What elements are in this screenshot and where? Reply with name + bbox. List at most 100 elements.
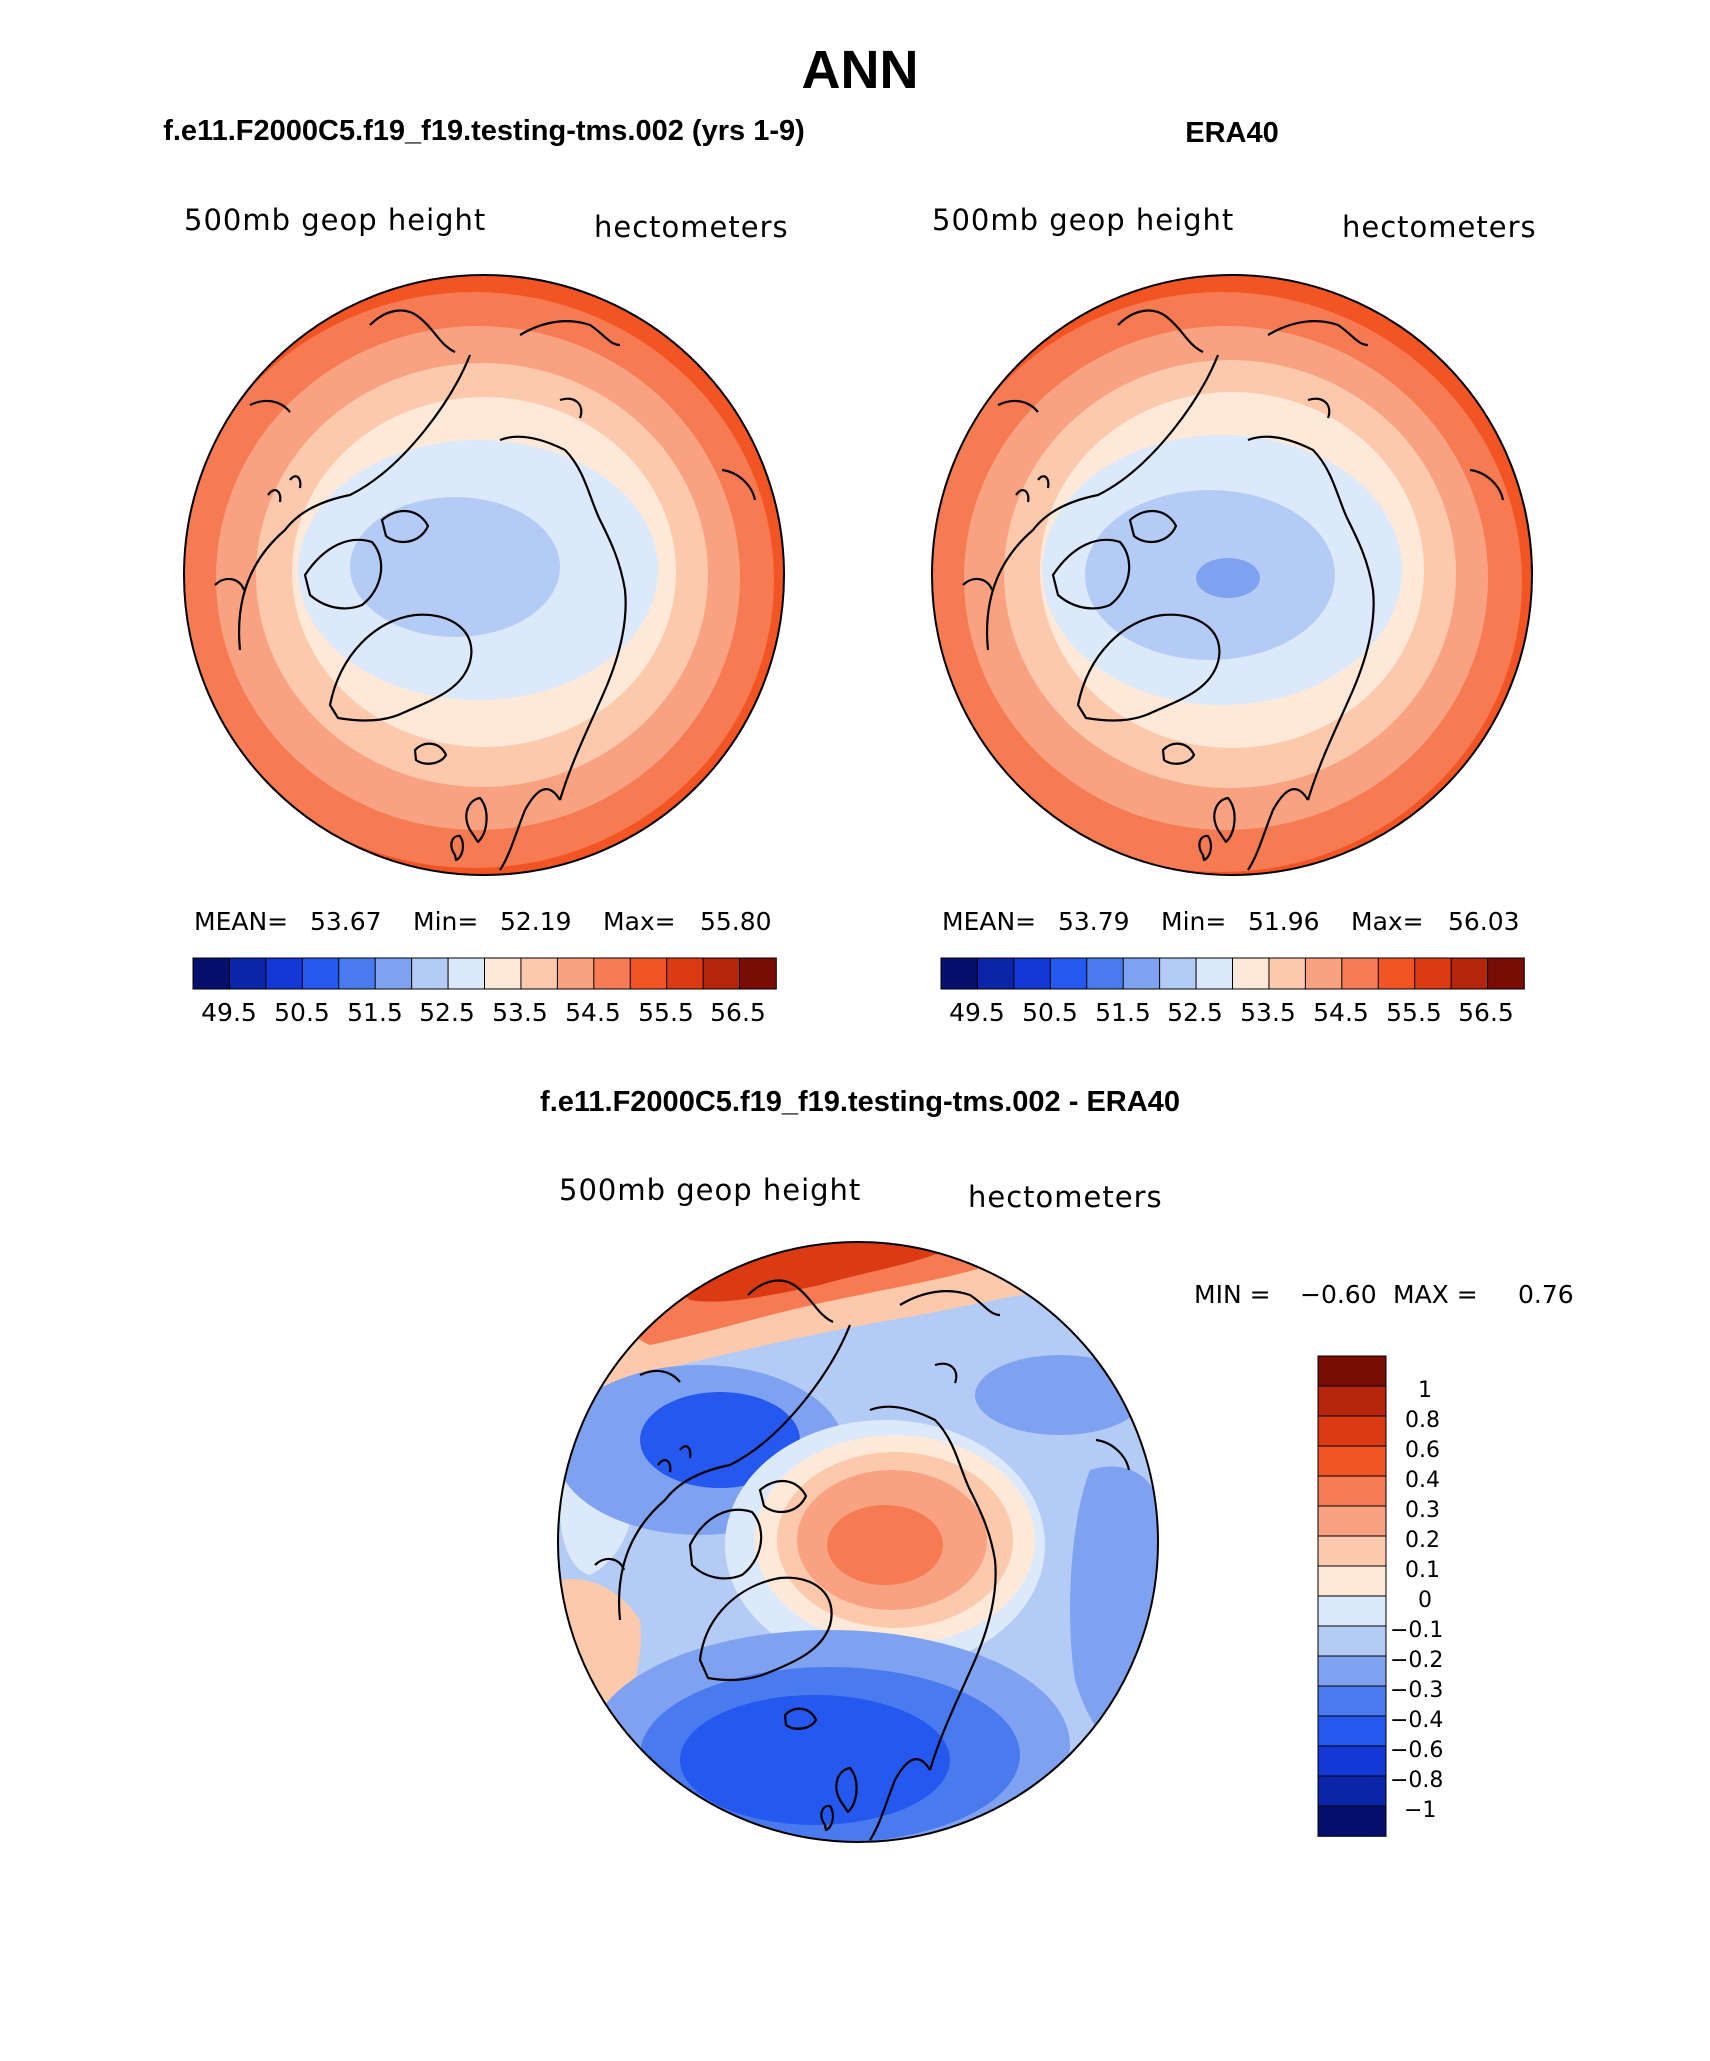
colorbar-label: 55.5 bbox=[1386, 998, 1442, 1027]
colorbar-label: −0.8 bbox=[1390, 1768, 1443, 1793]
map-panel-obs: ERA40 500mb geop height hectometers bbox=[931, 117, 1537, 1027]
stats-min-value: 52.19 bbox=[500, 907, 572, 936]
colorbar-swatch bbox=[1317, 1355, 1387, 1387]
map-header-diff: f.e11.F2000C5.f19_f19.testing-tms.002 - … bbox=[540, 1086, 1180, 1118]
colorbar-swatch bbox=[1317, 1535, 1387, 1567]
colorbar-swatch bbox=[1013, 957, 1052, 990]
map-disk-diff bbox=[557, 1241, 1159, 1843]
colorbar-swatch bbox=[1317, 1445, 1387, 1477]
colorbar-swatch bbox=[520, 957, 559, 990]
colorbar-swatch bbox=[1317, 1655, 1387, 1687]
field-label-diff: 500mb geop height bbox=[559, 1173, 861, 1207]
colorbar-label: −0.4 bbox=[1390, 1708, 1443, 1733]
colorbar-swatch bbox=[411, 957, 449, 990]
colorbar-swatch bbox=[1341, 957, 1380, 990]
colorbar-swatch bbox=[1304, 957, 1343, 990]
colorbar-obs bbox=[940, 957, 1525, 990]
stats-mean-value: 53.79 bbox=[1058, 907, 1130, 936]
stats-max-label: Max= bbox=[1351, 907, 1424, 936]
colorbar-label: 52.5 bbox=[1167, 998, 1223, 1027]
colorbar-swatch bbox=[1195, 957, 1234, 990]
colorbar-swatch bbox=[556, 957, 595, 990]
colorbar-label: 0.1 bbox=[1405, 1558, 1440, 1583]
map-panel-diff: f.e11.F2000C5.f19_f19.testing-tms.002 - … bbox=[540, 1086, 1574, 1843]
coastlines-obs bbox=[962, 309, 1505, 871]
colorbar-label: 0 bbox=[1418, 1588, 1432, 1613]
colorbar-label: 51.5 bbox=[1095, 998, 1151, 1027]
stats-max-value: 55.80 bbox=[700, 907, 772, 936]
stats-mean-label: MEAN= bbox=[942, 907, 1036, 936]
colorbar-swatch bbox=[1317, 1415, 1387, 1447]
field-label-obs: 500mb geop height bbox=[932, 203, 1234, 237]
map-header-model: f.e11.F2000C5.f19_f19.testing-tms.002 (y… bbox=[163, 115, 805, 147]
stats-min-value: −0.60 bbox=[1300, 1280, 1377, 1309]
colorbar-swatch bbox=[1049, 957, 1088, 990]
colorbar-label: 1 bbox=[1418, 1378, 1432, 1403]
colorbar-label: 53.5 bbox=[1240, 998, 1296, 1027]
stats-model: MEAN= 53.67 Min= 52.19 Max= 55.80 bbox=[194, 907, 772, 936]
colorbar-swatch bbox=[1487, 957, 1525, 990]
colorbar-swatch bbox=[593, 957, 632, 990]
stats-max-value: 0.76 bbox=[1518, 1280, 1574, 1309]
colorbar-label: −0.6 bbox=[1390, 1738, 1443, 1763]
stats-min-label: MIN = bbox=[1194, 1280, 1271, 1309]
colorbar-swatch bbox=[1317, 1505, 1387, 1537]
colorbar-swatch bbox=[702, 957, 741, 990]
stats-obs: MEAN= 53.79 Min= 51.96 Max= 56.03 bbox=[942, 907, 1520, 936]
colorbar-swatch bbox=[301, 957, 340, 990]
colorbar-label: 54.5 bbox=[565, 998, 621, 1027]
colorbar-label: −0.2 bbox=[1390, 1648, 1443, 1673]
figure-title: ANN bbox=[802, 40, 919, 100]
map-disk-obs bbox=[931, 274, 1533, 876]
units-label-diff: hectometers bbox=[968, 1180, 1163, 1214]
colorbar-label: −0.1 bbox=[1390, 1618, 1443, 1643]
colorbar-swatch bbox=[1268, 957, 1307, 990]
units-label-model: hectometers bbox=[594, 210, 789, 244]
colorbar-diff bbox=[1317, 1355, 1387, 1837]
colorbar-swatch bbox=[1414, 957, 1452, 990]
colorbar-swatch bbox=[1317, 1715, 1387, 1747]
colorbar-label: 0.2 bbox=[1405, 1528, 1440, 1553]
units-label-obs: hectometers bbox=[1342, 210, 1537, 244]
colorbar-label: 50.5 bbox=[274, 998, 330, 1027]
colorbar-swatch bbox=[1317, 1565, 1387, 1597]
colorbar-swatch bbox=[629, 957, 668, 990]
colorbar-labels-obs: 49.5 50.5 51.5 52.5 53.5 54.5 55.5 56.5 bbox=[949, 998, 1514, 1027]
colorbar-label: 51.5 bbox=[347, 998, 403, 1027]
colorbar-swatch bbox=[1450, 957, 1489, 990]
colorbar-label: 52.5 bbox=[419, 998, 475, 1027]
colorbar-swatch bbox=[666, 957, 704, 990]
map-header-obs: ERA40 bbox=[1185, 117, 1279, 149]
colorbar-swatch bbox=[374, 957, 413, 990]
colorbar-label: −0.3 bbox=[1390, 1678, 1443, 1703]
colorbar-label: 0.3 bbox=[1405, 1498, 1440, 1523]
stats-min-label: Min= bbox=[413, 907, 478, 936]
colorbar-swatch bbox=[1122, 957, 1161, 990]
stats-min-value: 51.96 bbox=[1248, 907, 1320, 936]
stats-max-label: Max= bbox=[603, 907, 676, 936]
colorbar-swatch bbox=[1317, 1685, 1387, 1717]
colorbar-swatch bbox=[1317, 1775, 1387, 1807]
colorbar-swatch bbox=[1377, 957, 1416, 990]
stats-max-value: 56.03 bbox=[1448, 907, 1520, 936]
colorbar-swatch bbox=[1317, 1625, 1387, 1657]
contour-field-diff bbox=[558, 1242, 1158, 1842]
colorbar-label: 0.8 bbox=[1405, 1408, 1440, 1433]
stats-min-label: Min= bbox=[1161, 907, 1226, 936]
map-panel-model: f.e11.F2000C5.f19_f19.testing-tms.002 (y… bbox=[163, 115, 805, 1027]
colorbar-label: 53.5 bbox=[492, 998, 548, 1027]
contour-field-model bbox=[184, 275, 784, 875]
colorbar-model bbox=[192, 957, 777, 990]
colorbar-swatch bbox=[1232, 957, 1270, 990]
colorbar-swatch bbox=[940, 957, 979, 990]
colorbar-swatch bbox=[338, 957, 376, 990]
coastlines-model bbox=[214, 309, 757, 871]
field-label-model: 500mb geop height bbox=[184, 203, 486, 237]
stats-max-label: MAX = bbox=[1393, 1280, 1478, 1309]
colorbar-labels-diff: 1 0.8 0.6 0.4 0.3 0.2 0.1 0 −0.1 −0.2 −0… bbox=[1390, 1378, 1443, 1823]
coastlines-diff bbox=[594, 1279, 1131, 1841]
colorbar-swatch bbox=[1317, 1805, 1387, 1837]
contour-field-obs bbox=[932, 275, 1532, 875]
colorbar-swatch bbox=[1317, 1595, 1387, 1627]
